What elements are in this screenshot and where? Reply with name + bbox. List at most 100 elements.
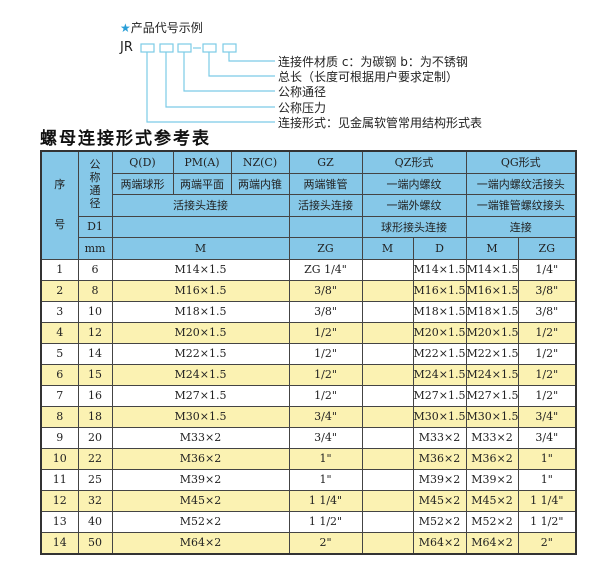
cell-dn: 6 [77,258,113,281]
code-example-heading: ★产品代号示例 [120,19,203,36]
cell-seq: 4 [40,321,79,344]
cell-qz-d: M30×1.5 [412,405,467,428]
cell-qg-zg: 1" [517,468,577,491]
cell-zg: 1/2" [288,321,363,344]
cell-qg-m: M14×1.5 [465,258,519,281]
header-qg-m: M [465,237,519,260]
cell-qz-m [361,468,414,491]
cell-qg-zg: 1 1/4" [517,489,577,512]
cell-qz-m [361,384,414,407]
header-qz-connection: 一端外螺纹 [361,194,467,217]
cell-qg-m: M45×2 [465,489,519,512]
code-box [140,43,155,53]
cell-qg-m: M33×2 [465,426,519,449]
cell-dn: 18 [77,405,113,428]
cell-qg-m: M27×1.5 [465,384,519,407]
cell-qg-m: M18×1.5 [465,300,519,323]
cell-seq: 13 [40,510,79,533]
cell-qg-m: M16×1.5 [465,279,519,302]
cell-qg-zg: 1/4" [517,258,577,281]
cell-qz-m [361,405,414,428]
cell-m: M27×1.5 [111,384,290,407]
header-nz-desc: 两端内锥 [230,172,290,195]
leader-line [228,52,275,62]
cell-m: M16×1.5 [111,279,290,302]
code-box [202,43,217,53]
header-dn: 公称通径 [77,150,113,217]
cell-dn: 10 [77,300,113,323]
cell-seq: 1 [40,258,79,281]
cell-zg: 3/4" [288,426,363,449]
cell-qz-d: M33×2 [412,426,467,449]
cell-qz-d: M20×1.5 [412,321,467,344]
cell-m: M14×1.5 [111,258,290,281]
code-box [159,43,174,53]
header-qz-d: D [412,237,467,260]
cell-qg-zg: 1 1/2" [517,510,577,533]
header-qz-desc: 一端内螺纹 [361,172,467,195]
table-row: 7 16 M27×1.5 1/2" M27×1.5 M27×1.5 1/2" [40,384,577,407]
cell-seq: 6 [40,363,79,386]
cell-qz-d: M64×2 [412,531,467,554]
cell-qz-d: M16×1.5 [412,279,467,302]
header-m: M [111,237,290,260]
header-gz-desc: 两端锥管 [288,172,363,195]
cell-qg-zg: 1/2" [517,321,577,344]
leader-line [146,52,275,123]
cell-qz-m [361,342,414,365]
star-icon: ★ [120,21,131,35]
cell-qg-zg: 2" [517,531,577,554]
cell-dn: 15 [77,363,113,386]
cell-zg: ZG 1/4" [288,258,363,281]
header-qg-zg: ZG [517,237,577,260]
cell-qz-m [361,531,414,554]
header-d1: D1 [77,215,113,238]
code-box [177,43,192,53]
cell-seq: 12 [40,489,79,512]
cell-qg-m: M39×2 [465,468,519,491]
table-row: 1 6 M14×1.5 ZG 1/4" M14×1.5 M14×1.5 1/4" [40,258,577,281]
cell-zg: 1/2" [288,342,363,365]
cell-zg: 1" [288,468,363,491]
label-pressure: 公称压力 [278,101,327,115]
table-row: 6 15 M24×1.5 1/2" M24×1.5 M24×1.5 1/2" [40,363,577,386]
cell-m: M52×2 [111,510,290,533]
cell-dn: 40 [77,510,113,533]
cell-zg: 3/4" [288,405,363,428]
cell-seq: 11 [40,468,79,491]
cell-qz-d: M52×2 [412,510,467,533]
cell-dn: 14 [77,342,113,365]
cell-zg: 1/2" [288,363,363,386]
cell-qg-m: M36×2 [465,447,519,470]
header-qz-ball: 球形接头连接 [361,215,467,238]
cell-qg-m: M52×2 [465,510,519,533]
cell-qz-m [361,300,414,323]
cell-seq: 2 [40,279,79,302]
cell-qg-zg: 1" [517,447,577,470]
cell-seq: 9 [40,426,79,449]
table-row: 5 14 M22×1.5 1/2" M22×1.5 M22×1.5 1/2" [40,342,577,365]
header-qd: Q(D) [111,150,174,174]
cell-qz-d: M22×1.5 [412,342,467,365]
table-row: 2 8 M16×1.5 3/8" M16×1.5 M16×1.5 3/8" [40,279,577,302]
cell-seq: 5 [40,342,79,365]
cell-dn: 20 [77,426,113,449]
table-row: 9 20 M33×2 3/4" M33×2 M33×2 3/4" [40,426,577,449]
cell-qz-m [361,258,414,281]
cell-qg-zg: 3/4" [517,405,577,428]
header-qd-desc: 两端球形 [111,172,174,195]
cell-qz-d: M14×1.5 [412,258,467,281]
cell-qg-zg: 3/8" [517,300,577,323]
cell-m: M33×2 [111,426,290,449]
header-zg: ZG [288,237,363,260]
cell-dn: 50 [77,531,113,554]
header-pm-desc: 两端平面 [172,172,232,195]
header-pm: PM(A) [172,150,232,174]
leader-line [208,52,275,77]
code-prefix: JR [120,40,133,55]
cell-qg-m: M30×1.5 [465,405,519,428]
cell-qg-zg: 1/2" [517,384,577,407]
label-material: 连接件材质 c：为碳钢 b：为不锈钢 [278,55,468,69]
table-row: 14 50 M64×2 2" M64×2 M64×2 2" [40,531,577,554]
cell-zg: 1 1/4" [288,489,363,512]
